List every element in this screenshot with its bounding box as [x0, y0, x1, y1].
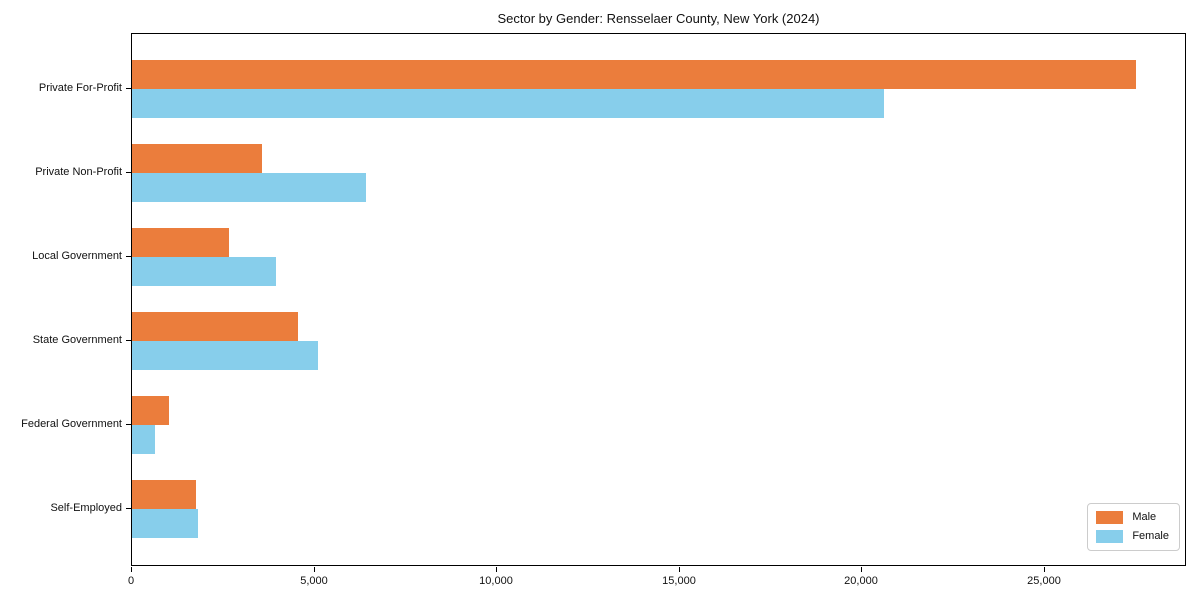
bar-female-private-non-profit: [132, 173, 366, 202]
legend-item-female: Female: [1096, 530, 1169, 543]
legend-label-male: Male: [1132, 511, 1157, 523]
legend: Male Female: [1087, 503, 1180, 551]
x-tick-label-25-000: 25,000: [1027, 575, 1061, 587]
y-tick-label-private-non-profit: Private Non-Profit: [35, 166, 122, 178]
bar-female-local-government: [132, 257, 276, 286]
chart-title: Sector by Gender: Rensselaer County, New…: [497, 11, 820, 26]
bar-male-private-non-profit: [132, 144, 262, 173]
bar-female-private-for-profit: [132, 89, 884, 118]
x-tick-label-20-000: 20,000: [844, 575, 878, 587]
y-tick-label-private-for-profit: Private For-Profit: [38, 82, 122, 94]
x-tick-label-10-000: 10,000: [479, 575, 513, 587]
x-tick-label-15-000: 15,000: [662, 575, 696, 587]
legend-item-male: Male: [1096, 511, 1169, 524]
y-tick-label-state-government: State Government: [32, 334, 122, 346]
bar-male-state-government: [132, 312, 298, 341]
bar-male-federal-government: [132, 396, 169, 425]
x-tick-0: [131, 567, 132, 572]
x-tick-15-000: [679, 567, 680, 572]
bar-male-local-government: [132, 228, 229, 257]
bar-female-federal-government: [132, 425, 155, 454]
bar-female-state-government: [132, 341, 318, 370]
x-tick-20-000: [861, 567, 862, 572]
bar-male-self-employed: [132, 480, 196, 509]
x-tick-25-000: [1044, 567, 1045, 572]
bar-female-self-employed: [132, 509, 198, 538]
y-tick-label-local-government: Local Government: [32, 250, 122, 262]
legend-label-female: Female: [1132, 530, 1169, 542]
x-tick-10-000: [496, 567, 497, 572]
x-tick-label-0: 0: [127, 575, 135, 587]
y-tick-label-federal-government: Federal Government: [21, 418, 122, 430]
plot-area: [131, 33, 1186, 566]
x-tick-label-5-000: 5,000: [300, 575, 328, 587]
legend-swatch-male: [1096, 511, 1124, 524]
y-tick-label-self-employed: Self-Employed: [50, 502, 122, 514]
bar-male-private-for-profit: [132, 60, 1136, 89]
x-tick-5-000: [314, 567, 315, 572]
legend-swatch-female: [1096, 530, 1124, 543]
